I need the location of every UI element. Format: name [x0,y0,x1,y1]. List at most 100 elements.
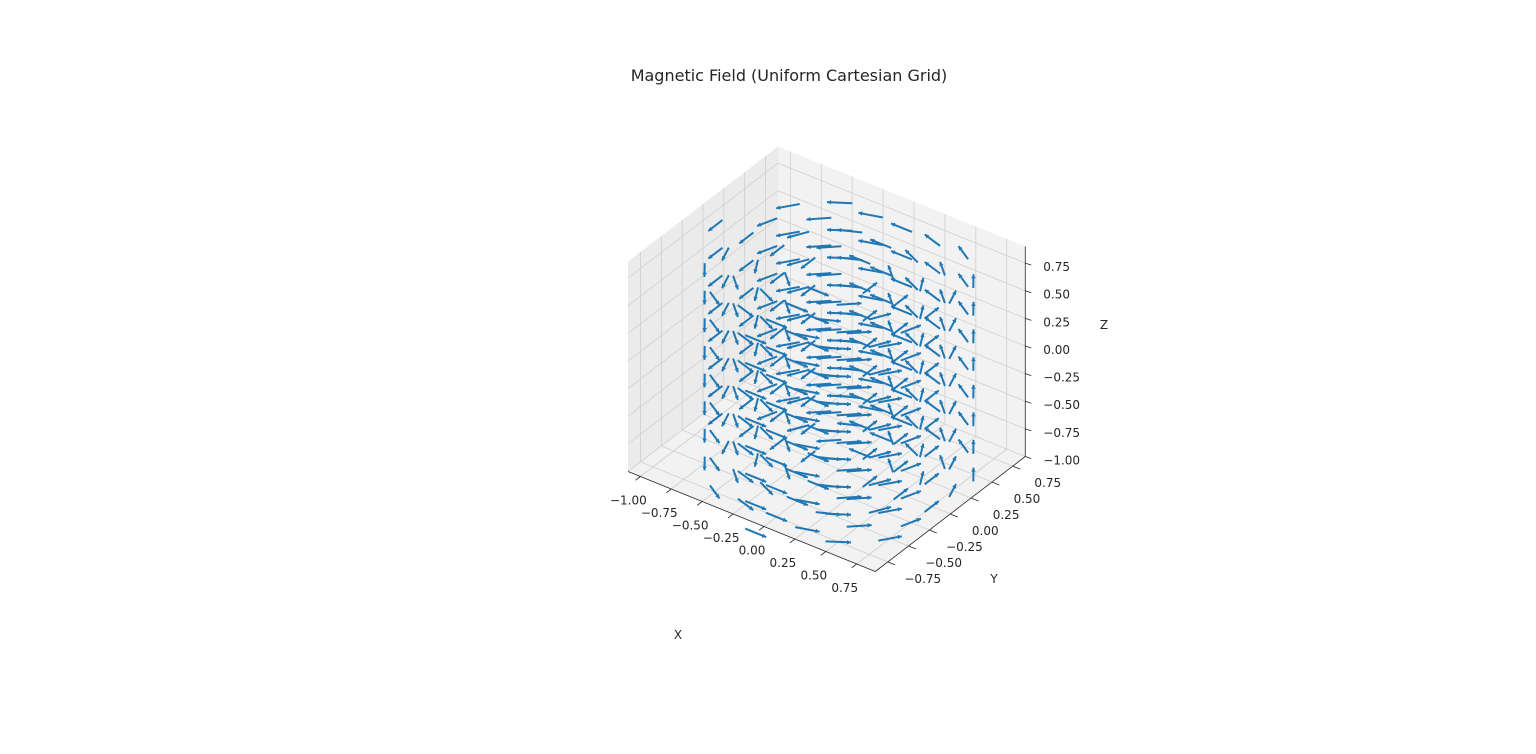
x-tick-label: −0.25 [703,531,740,545]
quiver-arrow [753,314,759,329]
z-tick [1025,345,1032,349]
quiver-arrow [890,388,913,399]
arrow-shaft [795,360,820,367]
arrow-head [786,317,792,322]
arrow-head [734,450,739,456]
arrow-head [916,435,921,440]
quiver-arrow [919,388,925,403]
arrow-head [815,445,820,451]
quiver-arrow [707,302,724,315]
quiver-arrow [893,322,909,335]
arrow-head [897,451,902,457]
arrow-head [905,443,910,448]
quiver-arrow [783,271,791,287]
quiver-arrow [709,401,721,417]
z-tick-label: −0.25 [1043,371,1080,385]
arrow-head [803,335,808,340]
z-tick [1025,317,1032,321]
quiver-arrow [753,370,759,385]
quiver-arrow [783,327,791,342]
arrow-head [748,478,754,483]
quiver-arrow [721,330,730,344]
quiver-arrow [759,426,774,441]
y-tick [950,513,958,518]
arrow-head [939,261,944,267]
arrow-head [934,307,939,312]
arrow-head [786,474,791,480]
arrow-head [939,399,944,405]
y-axis-label: Y [989,572,998,586]
arrow-head [846,429,851,434]
arrow-shaft [816,383,842,388]
quiver-arrow [737,442,754,456]
arrow-head [924,289,930,294]
arrow-head [768,324,773,329]
arrow-head [916,379,921,384]
quiver-arrow [806,272,832,277]
arrow-head [858,266,863,272]
arrow-head [761,367,767,372]
quiver-arrow [904,387,919,402]
quiver-arrow [759,343,774,358]
arrow-head [952,345,957,351]
quiver-arrow [786,341,810,350]
x-tick-label: 0.00 [739,544,766,558]
arrow-shaft [846,413,872,418]
arrow-shaft [858,267,883,274]
arrow-head [934,445,939,450]
arrow-head [702,300,707,305]
arrow-head [803,363,808,368]
arrow-head [836,429,841,434]
arrow-head [824,292,829,297]
quiver-arrow [924,426,941,441]
arrow-head [872,393,877,398]
arrow-head [815,473,820,478]
arrow-shaft [816,355,842,360]
quiver-arrow [756,383,778,393]
arrow-head [801,347,806,352]
quiver-arrow [776,313,800,321]
arrow-head [857,494,862,500]
gridline-z-left [627,300,779,417]
arrow-head [753,351,758,357]
gridline-z-back [777,190,1026,292]
arrow-head [815,528,820,534]
quiver-arrow [732,358,739,373]
arrow-head [801,291,806,297]
quiver-arrow [848,447,871,459]
quiver-arrow [795,387,820,395]
quiver-arrow [702,318,707,333]
arrow-head [924,400,930,405]
quiver-arrow [744,417,767,428]
quiver-arrow [924,316,941,330]
arrow-head [708,420,713,425]
arrow-shaft [806,382,832,387]
quiver-arrow [957,383,969,398]
y-tick [991,481,1000,486]
quiver-arrow [890,415,913,427]
quiver-arrow [900,324,922,334]
quiver-arrow [971,412,976,427]
arrow-head [815,335,820,340]
quiver-arrow [939,289,946,304]
arrow-head [827,283,832,288]
x-tick [758,526,765,531]
quiver-arrow [846,440,872,445]
gridline-y-floor [702,413,951,515]
arrow-head [753,324,758,329]
arrow-shaft [826,284,853,288]
arrow-head [872,337,877,343]
quiver-arrow [890,277,913,289]
quiver-arrow [893,404,909,418]
quiver-arrow [765,511,788,523]
z-tick-label: −1.00 [1043,454,1080,468]
gridline-y-floor [682,429,930,531]
quiver-arrow [769,437,785,451]
arrow-head [803,501,808,506]
arrow-head [870,321,875,326]
arrow-head [824,430,829,435]
arrow-head [836,512,841,517]
quiver-arrow [795,332,820,340]
quiver-arrow [846,467,872,473]
quiver-arrow [923,472,940,486]
